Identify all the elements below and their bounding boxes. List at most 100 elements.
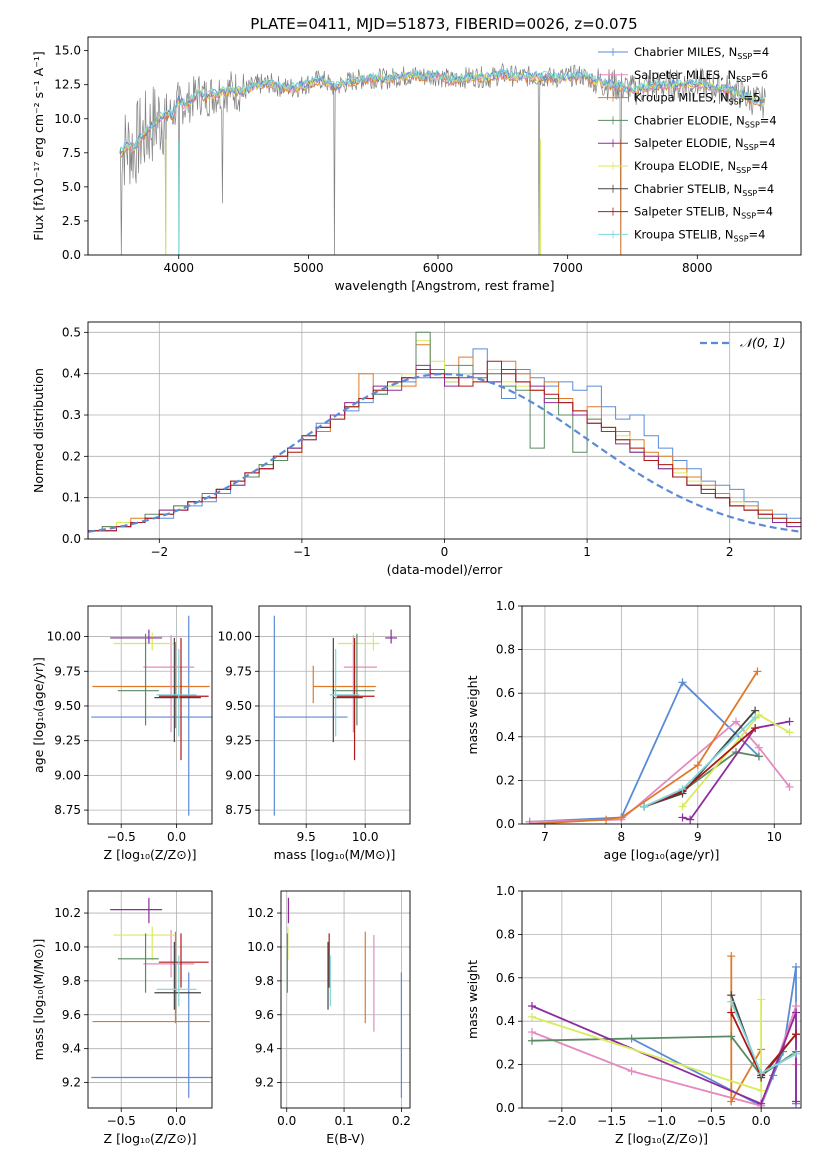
residual_hist-xtick-label: −1 — [293, 545, 311, 559]
spectrum-legend-entry: Chabrier ELODIE, NSSP=4 — [634, 113, 777, 129]
spectrum-plot-area — [119, 62, 766, 255]
legend-label-subscript: SSP — [736, 166, 751, 175]
weight_vs_Z-xlabel: Z [log₁₀(Z/Z⊙)] — [615, 1131, 708, 1146]
age_vs_Z-ylabel: age [log₁₀(age/yr)] — [31, 657, 46, 773]
age_vs_Z-ytick-label: 9.75 — [54, 664, 81, 678]
weight_vs_Z-ytick-label: 0.6 — [496, 971, 515, 985]
weight_vs_age-ytick-label: 0.4 — [496, 730, 515, 744]
age_vs_mass-ytick-label: 9.25 — [225, 734, 252, 748]
weight_vs_Z-panel: −2.0 −1.5 −1.0 −0.5 0.0 0.0 0.2 0.4 0.6 0.8 1.0 Z [… — [465, 884, 802, 1146]
residual_hist-xtick-label: 1 — [583, 545, 591, 559]
legend-label-main: Kroupa STELIB, N — [634, 227, 734, 241]
legend-label-main: Salpeter STELIB, N — [634, 205, 741, 219]
weight_vs_age-ytick-label: 1.0 — [496, 599, 515, 613]
spectrum-ytick-label: 7.5 — [62, 146, 81, 160]
weight_vs_Z-plot-area — [522, 891, 801, 1108]
mass_vs_EBV-ytick-label: 9.8 — [255, 974, 274, 988]
legend-label-tail: =4 — [756, 205, 773, 219]
age_vs_Z-ytick-label: 9.50 — [54, 699, 81, 713]
weight_vs_Z-ytick-label: 0.0 — [496, 1101, 515, 1115]
weight_vs_age-plot-area — [522, 606, 801, 824]
residual_hist-ytick-label: 0.4 — [62, 367, 81, 381]
legend-label-tail: =5 — [744, 91, 761, 105]
spectrum-ytick-label: 2.5 — [62, 214, 81, 228]
mass_vs_Z-ytick-label: 9.2 — [62, 1076, 81, 1090]
weight_vs_age-axes-frame — [521, 605, 802, 825]
mass_vs_Z-xtick-label: −0.5 — [107, 1114, 136, 1128]
spectrum-model-line — [120, 68, 765, 153]
weight_vs_Z-xtick-label: 0.0 — [752, 1114, 771, 1128]
mass_vs_Z-panel: −0.5 0.0 9.2 9.4 9.6 9.8 10.0 10.2 Z [log₁₀(Z/Z⊙… — [31, 890, 213, 1146]
age_vs_Z-ytick-label: 8.75 — [54, 803, 81, 817]
weight_vs_age-ytick-label: 0.6 — [496, 686, 515, 700]
weight_vs_age-ylabel: mass weight — [465, 675, 480, 754]
mass_vs_EBV-xlabel: E(B-V) — [326, 1131, 365, 1146]
spectrum-xlabel: wavelength [Angstrom, rest frame] — [334, 278, 554, 293]
legend-label-subscript: SSP — [737, 52, 752, 61]
residual_hist-xtick-label: 2 — [726, 545, 734, 559]
age_vs_mass-ytick-label: 10.00 — [218, 630, 252, 644]
figure-title: PLATE=0411, MJD=51873, FIBERID=0026, z=0… — [250, 15, 637, 33]
spectrum-legend-entry: Chabrier MILES, NSSP=4 — [634, 45, 769, 61]
age_vs_Z-xtick-label: −0.5 — [107, 830, 136, 844]
mass_vs_Z-ytick-label: 10.2 — [54, 906, 81, 920]
weight_vs_Z-ytick-label: 0.4 — [496, 1014, 515, 1028]
mass_vs_EBV-xtick-label: 0.2 — [392, 1114, 411, 1128]
spectrum-legend-entry: Salpeter STELIB, NSSP=4 — [634, 205, 773, 221]
mass_vs_EBV-ytick-label: 9.2 — [255, 1076, 274, 1090]
spectrum-legend-entry: Kroupa MILES, NSSP=5 — [634, 91, 760, 107]
mass_vs_EBV-plot-area — [281, 891, 410, 1108]
legend-label-subscript: SSP — [734, 234, 749, 243]
legend-label-tail: =4 — [749, 227, 766, 241]
spectrum-xtick-label: 6000 — [423, 261, 454, 275]
spectrum-xtick-label: 7000 — [552, 261, 583, 275]
weight_vs_age-xtick-label: 8 — [618, 830, 626, 844]
mass_vs_Z-axes-frame — [87, 890, 213, 1109]
spectrum-legend-entry: Salpeter MILES, NSSP=6 — [634, 68, 768, 84]
residual_hist-ytick-label: 0.5 — [62, 325, 81, 339]
age_vs_mass-ytick-label: 8.75 — [225, 803, 252, 817]
residual_hist-xtick-label: −2 — [150, 545, 168, 559]
residual_hist-xlabel: (data-model)/error — [387, 562, 504, 577]
spectrum-xtick-label: 8000 — [682, 261, 713, 275]
weight_vs_age-xtick-label: 9 — [694, 830, 702, 844]
residual_hist-axes-frame — [87, 321, 802, 540]
weight_vs_Z-xtick-label: −2.0 — [547, 1114, 576, 1128]
mass_vs_Z-ylabel: mass [log₁₀(M/M⊙)] — [31, 939, 46, 1061]
weight_vs_age-xtick-label: 7 — [541, 830, 549, 844]
residual_hist-ytick-label: 0.0 — [62, 532, 81, 546]
legend-label-tail: =4 — [751, 159, 768, 173]
spectrum-axes-frame — [87, 36, 802, 256]
normal-curve-line — [88, 372, 801, 533]
mass_vs_EBV-ytick-label: 10.0 — [247, 940, 274, 954]
residual_hist-ytick-label: 0.1 — [62, 491, 81, 505]
legend-label-main: Kroupa ELODIE, N — [634, 159, 736, 173]
legend-label-tail: =4 — [752, 45, 769, 59]
mass_vs_Z-xlabel: Z [log₁₀(Z/Z⊙)] — [104, 1131, 197, 1146]
spectrum-legend-entry: Kroupa ELODIE, NSSP=4 — [634, 159, 768, 175]
legend-label-subscript: SSP — [742, 189, 757, 198]
age_vs_mass-xtick-label: 9.5 — [297, 830, 316, 844]
age_vs_Z-xtick-label: 0.0 — [167, 830, 186, 844]
age_vs_Z-panel: −0.5 0.0 8.75 9.00 9.25 9.50 9.75 10.00 Z [log₁₀… — [31, 605, 213, 862]
age_vs_Z-ytick-label: 9.25 — [54, 734, 81, 748]
spectrum-legend-entry: Salpeter ELODIE, NSSP=4 — [634, 136, 776, 152]
weight_vs_age-series-line — [681, 713, 790, 808]
mass_vs_Z-xtick-label: 0.0 — [167, 1114, 186, 1128]
age_vs_Z-ytick-label: 9.00 — [54, 768, 81, 782]
mass_vs_EBV-ytick-label: 9.4 — [255, 1042, 274, 1056]
mass_vs_Z-ytick-label: 9.8 — [62, 974, 81, 988]
residual_hist-ylabel: Normed distribution — [31, 368, 46, 493]
legend-label-tail: =4 — [757, 182, 774, 196]
spectrum-ylabel: Flux [fλ10⁻¹⁷ erg cm⁻² s⁻¹ A⁻¹] — [31, 51, 46, 240]
spectrum-legend-entry: Chabrier STELIB, NSSP=4 — [634, 182, 774, 198]
residual_hist-plot-area — [88, 322, 801, 539]
mass_vs_EBV-xtick-label: 0.1 — [335, 1114, 354, 1128]
legend-label-main: Chabrier MILES, N — [634, 45, 737, 59]
spectrum-xtick-label: 4000 — [163, 261, 194, 275]
residual_hist-panel: −2 −1 0 1 2 0.0 0.1 0.2 0.3 0.4 0.5 (data-model)/er… — [31, 321, 802, 577]
mass_vs_Z-ytick-label: 9.4 — [62, 1042, 81, 1056]
legend-label-subscript: SSP — [745, 120, 760, 129]
residual_hist-ytick-label: 0.3 — [62, 408, 81, 422]
